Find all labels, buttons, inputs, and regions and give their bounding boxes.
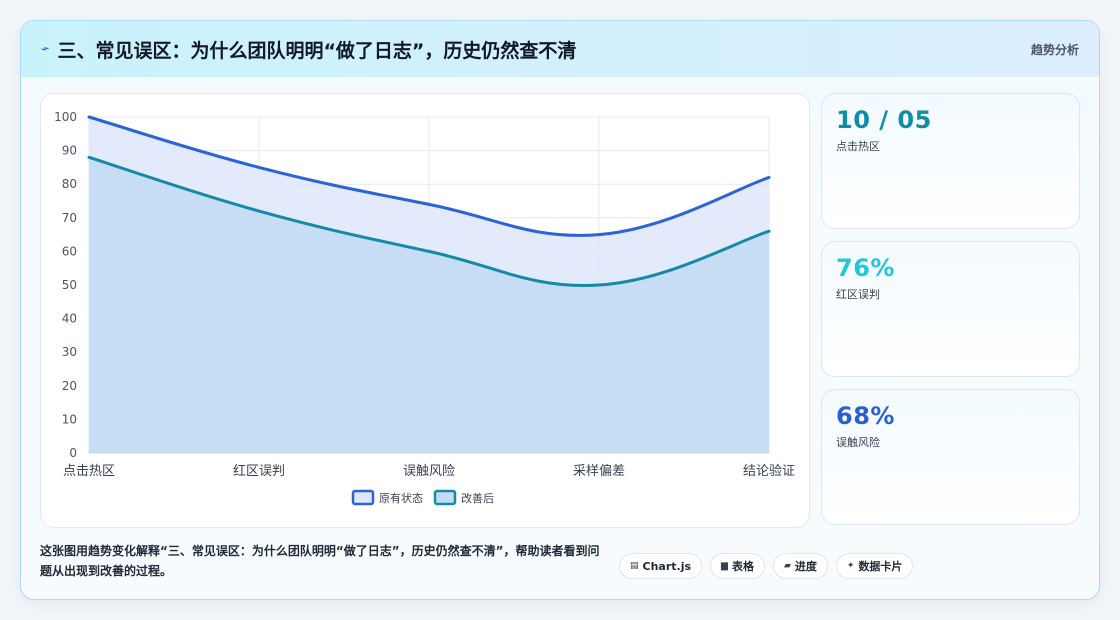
x-tick-label: 误触风险 xyxy=(403,464,455,479)
y-tick-label: 50 xyxy=(62,278,77,292)
kpi-label: 点击热区 xyxy=(836,140,880,153)
chip-label: 表格 xyxy=(731,560,754,573)
table-icon: ▆ xyxy=(721,561,728,571)
data-point xyxy=(87,155,91,159)
chart-description: 这张图用趋势变化解释“三、常见误区：为什么团队明明“做了日志”，历史仍然查不清”… xyxy=(40,544,600,578)
kpi-label: 误触风险 xyxy=(836,436,880,449)
legend-swatch xyxy=(351,489,375,506)
chip-chartjs[interactable]: ▤ Chart.js xyxy=(619,553,703,579)
chip-label: Chart.js xyxy=(642,559,692,573)
x-tick-label: 红区误判 xyxy=(233,463,285,479)
legend-label: 改善后 xyxy=(461,491,494,505)
data-point xyxy=(257,165,261,169)
y-tick-label: 20 xyxy=(62,379,77,393)
chip-data-card[interactable]: ✦ 数据卡片 xyxy=(835,553,914,579)
legend-label: 原有状态 xyxy=(379,491,423,505)
data-point xyxy=(427,202,431,206)
y-tick-label: 80 xyxy=(62,177,77,191)
kpi-card-3: 68% 误触风险 xyxy=(821,389,1080,525)
y-tick-label: 70 xyxy=(62,211,77,225)
y-tick-label: 30 xyxy=(62,345,77,359)
y-tick-label: 10 xyxy=(62,412,77,426)
y-tick-label: 40 xyxy=(62,312,77,326)
page-title: 三、常见误区：为什么团队明明“做了日志”，历史仍然查不清 xyxy=(57,39,577,62)
y-tick-label: 0 xyxy=(69,446,77,460)
data-point xyxy=(87,115,91,119)
kpi-value: 68% xyxy=(836,402,895,430)
tech-chips: ▤ Chart.js ▆ 表格 ▰ 进度 ✦ 数据卡片 xyxy=(619,553,914,579)
series-area-1 xyxy=(89,157,769,453)
chip-progress[interactable]: ▰ 进度 xyxy=(772,553,828,579)
data-point xyxy=(427,249,431,253)
chip-label: 数据卡片 xyxy=(858,560,903,573)
kpi-value: 10 / 05 xyxy=(836,106,932,134)
kpi-label: 红区误判 xyxy=(836,288,880,301)
data-point xyxy=(767,229,771,233)
chip-table[interactable]: ▆ 表格 xyxy=(710,553,765,579)
data-point xyxy=(597,283,601,287)
area-chart: 0 10 20 30 40 50 60 70 80 90 100 点击热区 红区误判 误触风险 采样偏差 结论… xyxy=(54,110,795,506)
card-header: ⌁ 三、常见误区：为什么团队明明“做了日志”，历史仍然查不清 趋势分析 xyxy=(21,21,1099,77)
data-point xyxy=(257,209,261,213)
trend-analysis-tag: 趋势分析 xyxy=(1030,42,1079,57)
chip-label: 进度 xyxy=(794,560,817,573)
kpi-card-2: 76% 红区误判 xyxy=(821,241,1080,377)
y-tick-label: 90 xyxy=(62,144,77,158)
legend-swatch xyxy=(433,489,457,506)
sparkle-icon: ✦ xyxy=(846,561,855,571)
bolt-icon: ⌁ xyxy=(38,40,52,58)
x-tick-label: 点击热区 xyxy=(63,464,115,479)
y-tick-label: 100 xyxy=(54,110,77,124)
chart-panel: 0 10 20 30 40 50 60 70 80 90 100 点击热区 红区误判 误触风险 采样偏差 结论… xyxy=(40,93,810,528)
data-point xyxy=(597,233,601,237)
report-card: ⌁ 三、常见误区：为什么团队明明“做了日志”，历史仍然查不清 趋势分析 0 10 2… xyxy=(20,20,1100,600)
kpi-value: 76% xyxy=(836,254,895,282)
chart-icon: ▤ xyxy=(630,561,639,571)
data-point xyxy=(767,175,771,179)
x-tick-label: 采样偏差 xyxy=(573,464,625,479)
kpi-card-1: 10 / 05 点击热区 xyxy=(821,93,1080,229)
x-tick-label: 结论验证 xyxy=(743,463,795,479)
y-tick-label: 60 xyxy=(62,244,77,258)
progress-icon: ▰ xyxy=(783,561,791,571)
